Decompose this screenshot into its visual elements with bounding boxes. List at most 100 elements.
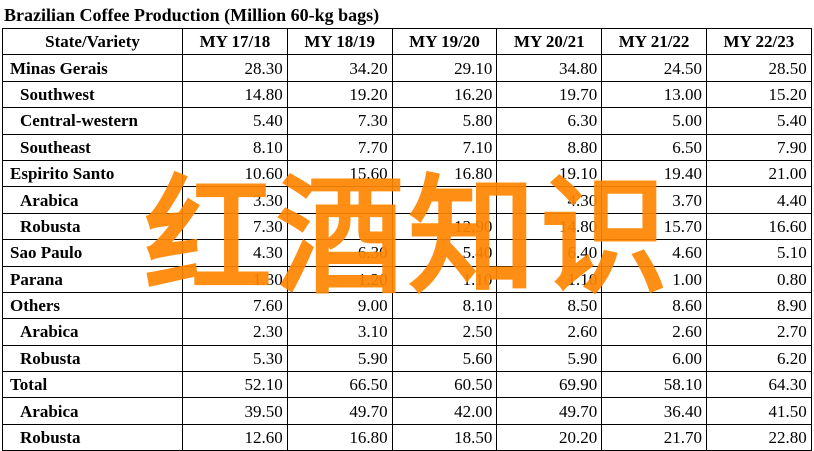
table-cell: 0.80 <box>705 265 812 293</box>
table-cell: 8.10 <box>182 133 288 161</box>
table-cell: 19.10 <box>496 159 603 188</box>
table-cell: 1.10 <box>391 265 498 293</box>
table-cell: 2.60 <box>601 318 707 346</box>
table-cell: 7.70 <box>286 133 393 161</box>
table-cell: 64.30 <box>705 371 812 399</box>
table-cell: 34.20 <box>286 54 393 82</box>
table-cell: 5.80 <box>391 107 498 135</box>
table-cell: 8.60 <box>601 291 707 320</box>
row-label: Robusta <box>2 344 183 373</box>
table-cell: 6.30 <box>496 107 603 135</box>
table-cell: 6.40 <box>496 239 603 267</box>
table-row: Robusta 7.30 12.90 14.80 15.70 16.60 <box>2 212 812 241</box>
column-header: MY 20/21 <box>496 27 603 56</box>
table-row: Southeast 8.10 7.70 7.10 8.80 6.50 7.90 <box>2 133 812 161</box>
table-cell: 16.60 <box>705 212 812 241</box>
row-label: Robusta <box>2 212 183 241</box>
table-cell: 22.80 <box>705 423 812 451</box>
table-cell: 1.20 <box>286 265 393 293</box>
table-cell: 28.30 <box>182 54 288 82</box>
table-cell: 24.50 <box>601 54 707 82</box>
row-label: Arabica <box>2 186 183 214</box>
table-cell: 10.60 <box>182 159 288 188</box>
table-cell: 18.50 <box>391 423 498 451</box>
table-cell: 2.60 <box>496 318 603 346</box>
row-label: Espirito Santo <box>2 159 183 188</box>
table-cell: 7.90 <box>705 133 812 161</box>
table-cell: 20.20 <box>496 423 603 451</box>
table-cell: 1.10 <box>496 265 603 293</box>
table-cell: 4.40 <box>705 186 812 214</box>
table-cell: 4.30 <box>182 239 288 267</box>
table-cell: 12.90 <box>391 212 498 241</box>
row-label: Robusta <box>2 423 183 451</box>
table-cell: 5.90 <box>496 344 603 373</box>
table-row: Espirito Santo 10.60 15.60 16.80 19.10 1… <box>2 159 812 188</box>
table-cell: 6.20 <box>705 344 812 373</box>
table-title: Brazilian Coffee Production (Million 60-… <box>4 5 380 25</box>
table-row: Robusta 5.30 5.90 5.60 5.90 6.00 6.20 <box>2 344 812 373</box>
table-cell: 12.60 <box>182 423 288 451</box>
table-cell: 7.60 <box>182 291 288 320</box>
table-row: Others 7.60 9.00 8.10 8.50 8.60 8.90 <box>2 291 812 320</box>
column-header: MY 22/23 <box>705 27 812 56</box>
table-cell: 14.80 <box>182 80 288 109</box>
table-row: Arabica 3.30 4.30 3.70 4.40 <box>2 186 812 214</box>
row-label: Sao Paulo <box>2 239 183 267</box>
row-label: Arabica <box>2 397 183 425</box>
table-row: Total 52.10 66.50 60.50 69.90 58.10 64.3… <box>2 371 812 399</box>
table-cell: 5.40 <box>182 107 288 135</box>
table-cell: 8.90 <box>705 291 812 320</box>
table-cell: 4.30 <box>496 186 603 214</box>
table-cell: 5.40 <box>391 239 498 267</box>
table-cell: 1.00 <box>601 265 707 293</box>
table-row: Robusta 12.60 16.80 18.50 20.20 21.70 22… <box>2 423 812 451</box>
table-cell <box>286 212 393 241</box>
coffee-production-table: State/Variety MY 17/18 MY 18/19 MY 19/20… <box>2 27 812 451</box>
row-label: Parana <box>2 265 183 293</box>
table-cell: 19.20 <box>286 80 393 109</box>
table-cell: 5.00 <box>601 107 707 135</box>
table-cell: 13.00 <box>601 80 707 109</box>
table-cell: 7.10 <box>391 133 498 161</box>
table-cell: 5.60 <box>391 344 498 373</box>
table-cell: 49.70 <box>286 397 393 425</box>
table-cell: 58.10 <box>601 371 707 399</box>
table-row: Southwest 14.80 19.20 16.20 19.70 13.00 … <box>2 80 812 109</box>
table-cell: 3.10 <box>286 318 393 346</box>
table-cell: 6.50 <box>601 133 707 161</box>
column-header: MY 17/18 <box>182 27 288 56</box>
table-cell: 15.70 <box>601 212 707 241</box>
table-row: Central-western 5.40 7.30 5.80 6.30 5.00… <box>2 107 812 135</box>
table-cell: 5.40 <box>705 107 812 135</box>
table-cell: 2.30 <box>182 318 288 346</box>
table-cell: 15.60 <box>286 159 393 188</box>
column-header: MY 21/22 <box>601 27 707 56</box>
table-cell: 5.30 <box>182 344 288 373</box>
table-cell: 21.00 <box>705 159 812 188</box>
row-label: Southwest <box>2 80 183 109</box>
table-cell: 6.30 <box>286 239 393 267</box>
table-cell: 41.50 <box>705 397 812 425</box>
header-row: State/Variety MY 17/18 MY 18/19 MY 19/20… <box>2 27 812 56</box>
table-cell: 60.50 <box>391 371 498 399</box>
row-label: Central-western <box>2 107 183 135</box>
table-row: Arabica 2.30 3.10 2.50 2.60 2.60 2.70 <box>2 318 812 346</box>
table-cell: 8.80 <box>496 133 603 161</box>
table-cell: 66.50 <box>286 371 393 399</box>
table-row: Minas Gerais 28.30 34.20 29.10 34.80 24.… <box>2 54 812 82</box>
table-cell: 14.80 <box>496 212 603 241</box>
table-cell: 21.70 <box>601 423 707 451</box>
table-cell: 16.80 <box>391 159 498 188</box>
table-cell: 2.50 <box>391 318 498 346</box>
table-row: Parana 1.30 1.20 1.10 1.10 1.00 0.80 <box>2 265 812 293</box>
table-row: Sao Paulo 4.30 6.30 5.40 6.40 4.60 5.10 <box>2 239 812 267</box>
table-cell: 3.30 <box>182 186 288 214</box>
column-header: MY 19/20 <box>391 27 498 56</box>
row-label: Others <box>2 291 183 320</box>
table-cell: 9.00 <box>286 291 393 320</box>
table-cell: 3.70 <box>601 186 707 214</box>
table-cell: 2.70 <box>705 318 812 346</box>
table-cell: 16.80 <box>286 423 393 451</box>
table-cell: 52.10 <box>182 371 288 399</box>
